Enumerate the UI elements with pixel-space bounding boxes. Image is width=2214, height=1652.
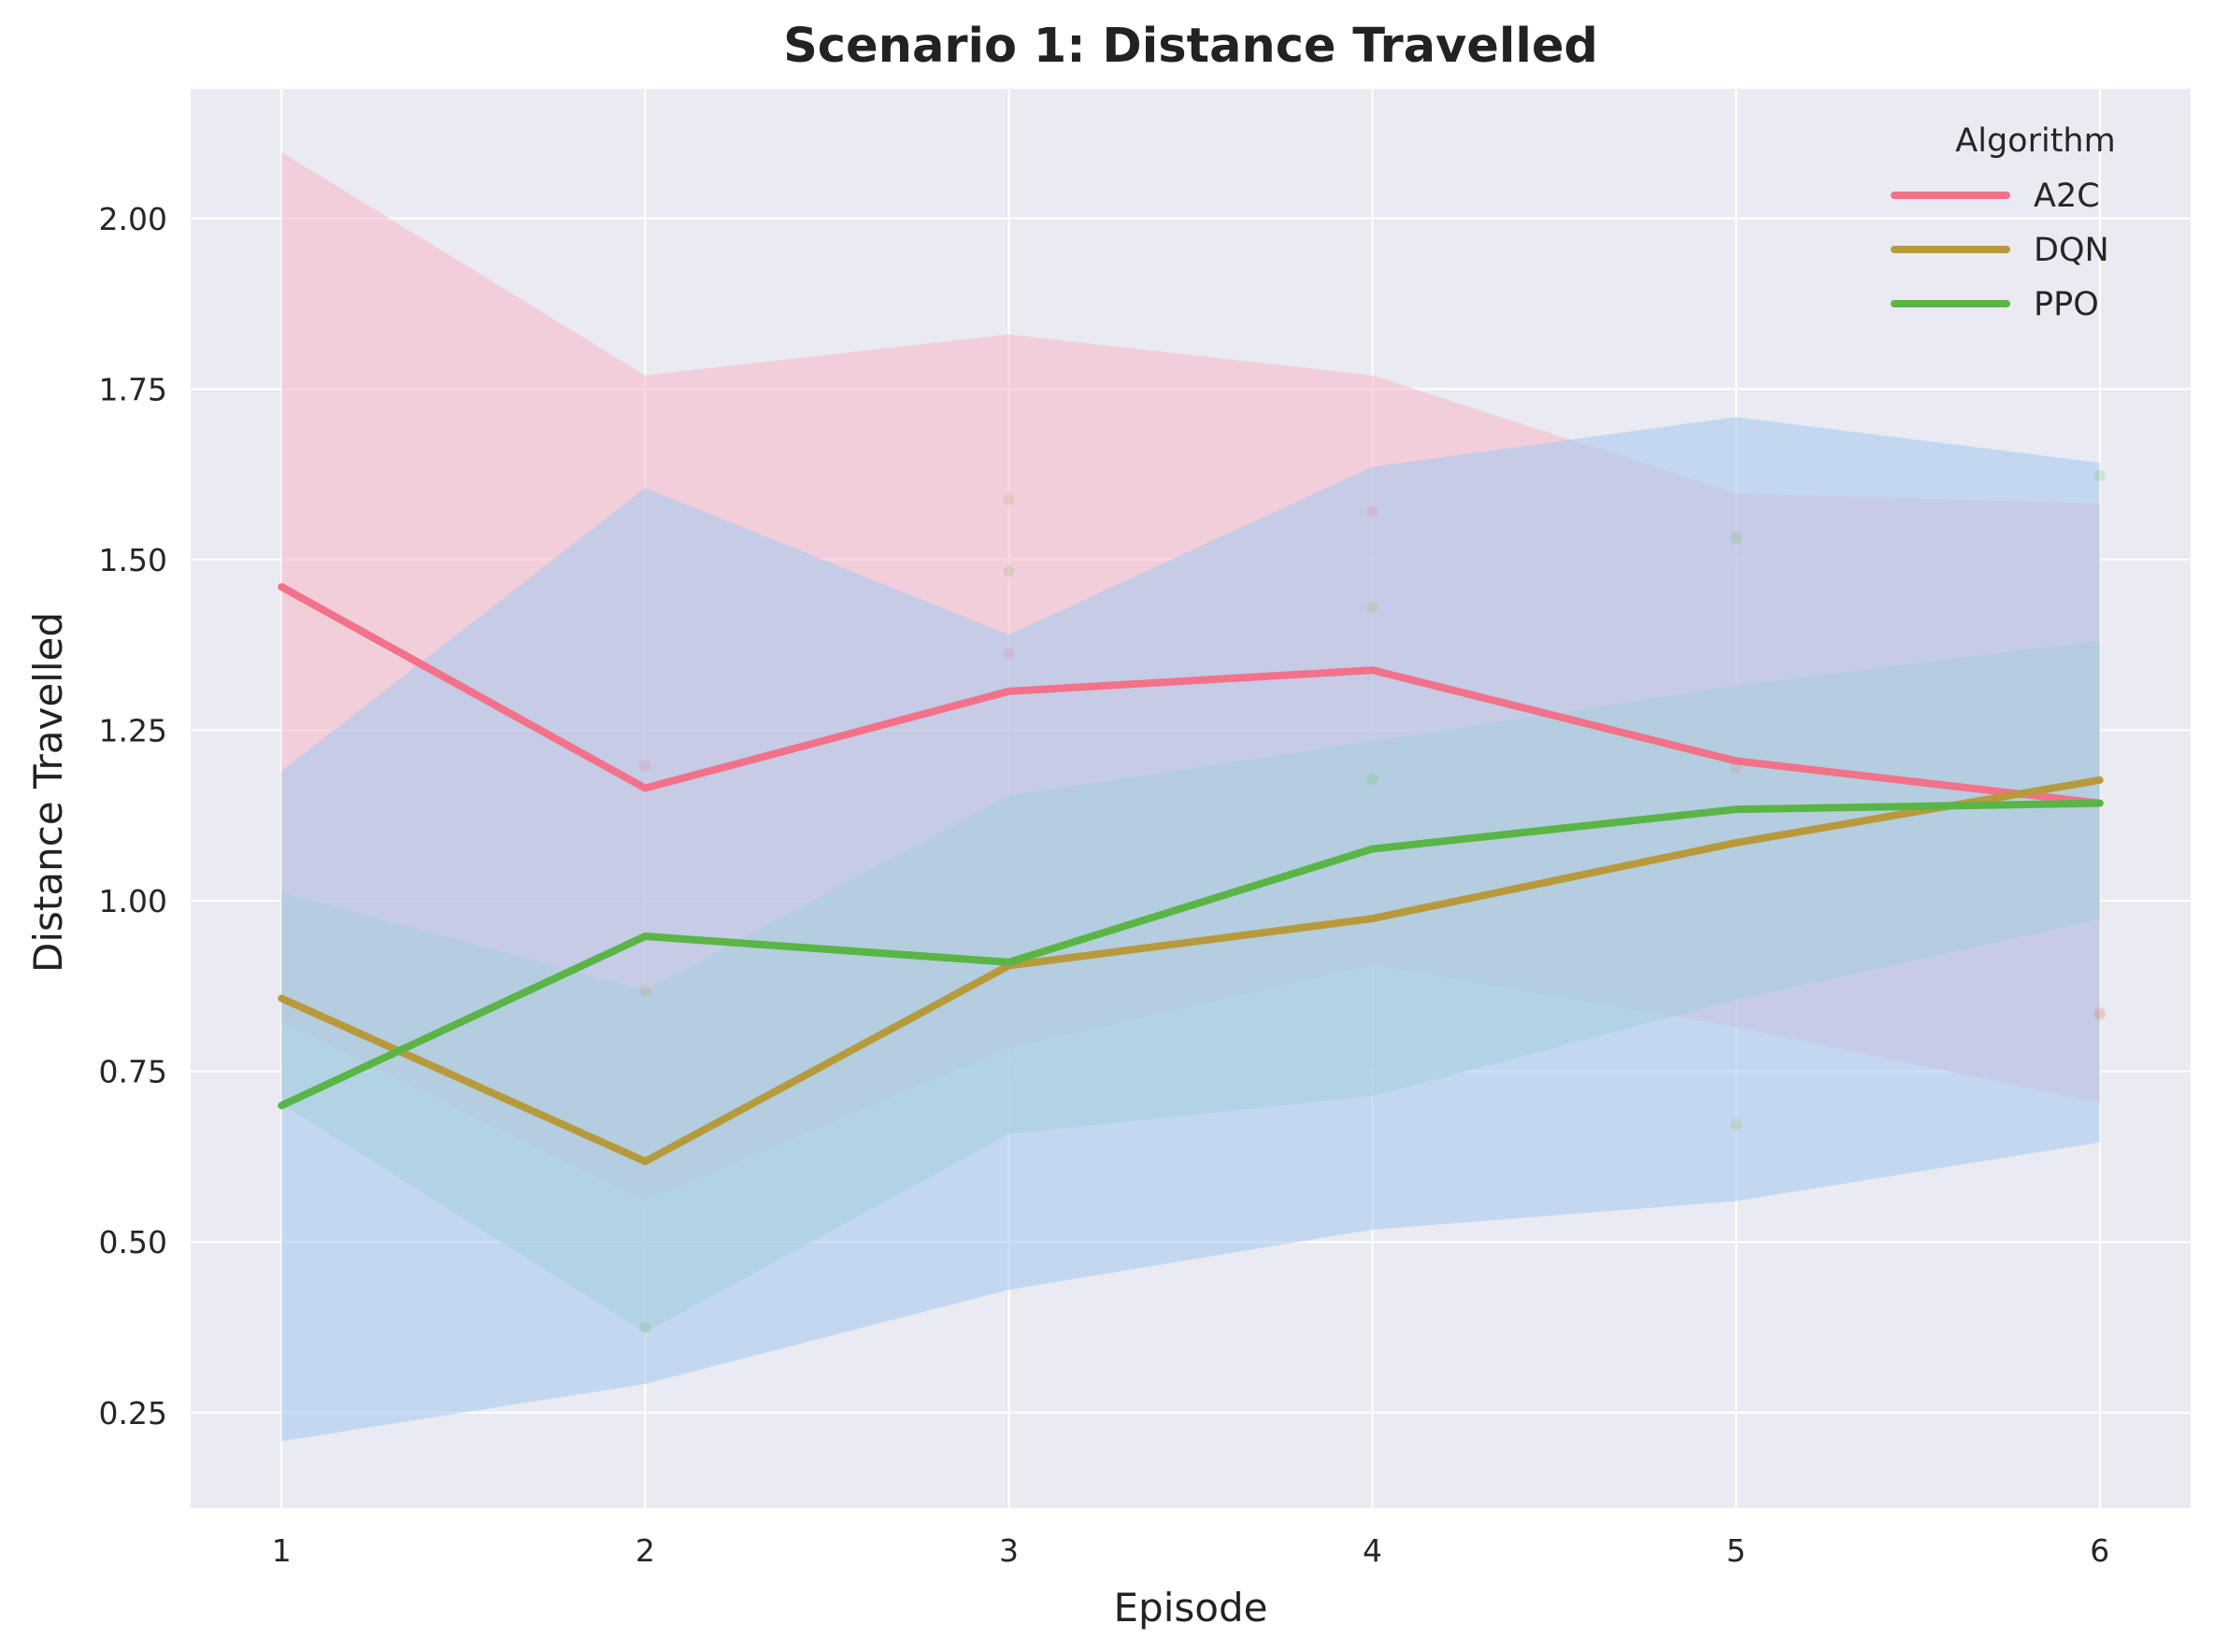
y-tick-label: 2.00 bbox=[99, 201, 167, 237]
point-a2c bbox=[639, 760, 651, 772]
x-tick-label: 5 bbox=[1726, 1532, 1746, 1569]
series-lines bbox=[278, 583, 2104, 1166]
y-tick-label: 1.00 bbox=[99, 883, 167, 919]
y-tick-label: 1.75 bbox=[99, 371, 167, 407]
x-tick-label: 6 bbox=[2090, 1532, 2109, 1569]
point-dqn bbox=[639, 985, 651, 997]
x-tick-label: 1 bbox=[272, 1532, 292, 1569]
line-dqn bbox=[278, 776, 2104, 1166]
legend-label-ppo: PPO bbox=[2034, 286, 2099, 323]
band-ppo bbox=[281, 417, 2100, 1442]
y-axis-label: Distance Travelled bbox=[25, 612, 71, 973]
point-a2c bbox=[1366, 506, 1378, 518]
y-tick-label: 0.25 bbox=[99, 1395, 167, 1431]
point-ppo bbox=[639, 1321, 651, 1333]
x-axis-label: Episode bbox=[1114, 1585, 1268, 1631]
line-a2c bbox=[278, 583, 2104, 807]
x-tick-label: 2 bbox=[636, 1532, 655, 1569]
y-tick-label: 0.75 bbox=[99, 1054, 167, 1090]
x-tick-label: 3 bbox=[999, 1532, 1019, 1569]
y-tick-label: 0.50 bbox=[99, 1224, 167, 1260]
y-tick-label: 1.50 bbox=[99, 542, 167, 578]
point-a2c bbox=[2093, 1006, 2106, 1018]
point-ppo bbox=[1730, 532, 1742, 544]
point-dqn bbox=[1366, 602, 1378, 614]
legend-label-dqn: DQN bbox=[2034, 232, 2109, 269]
confidence-bands bbox=[281, 151, 2100, 1442]
point-ppo bbox=[2093, 470, 2106, 482]
y-tick-labels: 0.25 0.50 0.75 1.00 1.25 1.50 1.75 2.00 bbox=[99, 201, 167, 1431]
legend: Algorithm A2C DQN PPO bbox=[1891, 122, 2116, 323]
y-tick-label: 1.25 bbox=[99, 712, 167, 748]
line-ppo bbox=[278, 799, 2104, 1110]
point-dqn bbox=[2093, 1009, 2106, 1021]
chart-title: Scenario 1: Distance Travelled bbox=[783, 19, 1598, 74]
point-dqn bbox=[1730, 1118, 1742, 1131]
legend-label-a2c: A2C bbox=[2034, 178, 2100, 215]
x-tick-labels: 1 2 3 4 5 6 bbox=[272, 1532, 2109, 1569]
point-ppo bbox=[1366, 774, 1378, 786]
scatter-points bbox=[639, 470, 2106, 1333]
x-tick-label: 4 bbox=[1363, 1532, 1382, 1569]
point-a2c bbox=[1003, 647, 1015, 659]
point-dqn bbox=[1003, 493, 1015, 506]
legend-title: Algorithm bbox=[1955, 122, 2115, 160]
point-ppo bbox=[1003, 565, 1015, 577]
